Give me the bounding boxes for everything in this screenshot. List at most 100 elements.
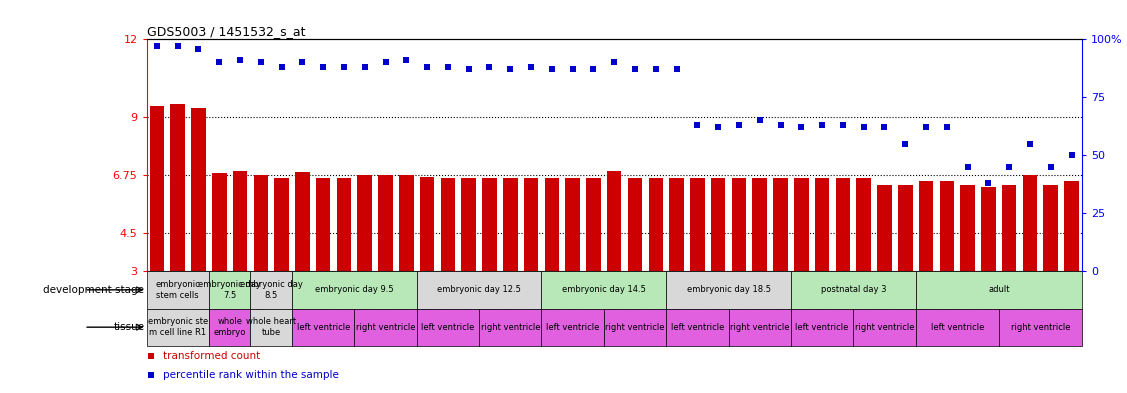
Point (293, 59, 311, 66)
Bar (441, 178, 455, 271)
Bar (960, 185, 975, 271)
Text: embryonic day 12.5: embryonic day 12.5 (437, 285, 521, 294)
Bar (791, 309, 853, 346)
Bar (208, 271, 250, 309)
Text: left ventricle: left ventricle (671, 323, 724, 332)
Point (564, 66, 582, 73)
Point (813, 122, 831, 128)
Point (142, 353, 160, 359)
Point (314, 64, 332, 70)
Bar (1002, 185, 1017, 271)
Bar (461, 178, 476, 271)
Bar (379, 174, 393, 271)
Bar (795, 178, 808, 271)
Text: postnatal day 3: postnatal day 3 (820, 285, 886, 294)
Text: percentile rank within the sample: percentile rank within the sample (163, 370, 339, 380)
Bar (544, 178, 559, 271)
Point (585, 66, 603, 73)
Bar (607, 171, 621, 271)
Point (730, 122, 748, 128)
Point (938, 124, 956, 130)
Bar (292, 309, 354, 346)
Bar (503, 178, 517, 271)
Bar (666, 309, 728, 346)
Bar (690, 178, 704, 271)
Point (834, 122, 852, 128)
Text: left ventricle: left ventricle (421, 323, 474, 332)
Bar (254, 174, 268, 271)
Bar (753, 178, 767, 271)
Point (438, 64, 456, 70)
Bar (541, 271, 666, 309)
Bar (731, 178, 746, 271)
Bar (233, 171, 247, 271)
Bar (482, 178, 497, 271)
Point (480, 64, 498, 70)
Bar (773, 178, 788, 271)
Bar (628, 178, 642, 271)
Bar (940, 181, 955, 271)
Point (876, 124, 894, 130)
Text: embryonic day
7.5: embryonic day 7.5 (198, 280, 261, 299)
Point (335, 64, 353, 70)
Point (189, 46, 207, 52)
Bar (1022, 174, 1037, 271)
Bar (919, 181, 933, 271)
Bar (835, 178, 850, 271)
Text: tissue: tissue (114, 322, 144, 332)
Text: right ventricle: right ventricle (730, 323, 790, 332)
Bar (147, 309, 208, 346)
Text: embryonic day 18.5: embryonic day 18.5 (686, 285, 771, 294)
Text: left ventricle: left ventricle (931, 323, 984, 332)
Bar (857, 178, 871, 271)
Point (792, 124, 810, 130)
Bar (669, 178, 684, 271)
Bar (170, 104, 185, 271)
Point (917, 124, 935, 130)
Bar (1044, 185, 1058, 271)
Text: left ventricle: left ventricle (296, 323, 349, 332)
Point (1000, 163, 1018, 170)
Bar (666, 271, 791, 309)
Point (667, 66, 685, 73)
Point (625, 66, 644, 73)
Bar (877, 185, 891, 271)
Bar (815, 178, 829, 271)
Bar (399, 174, 414, 271)
Point (896, 140, 914, 147)
Text: whole heart
tube: whole heart tube (246, 318, 296, 337)
Text: right ventricle: right ventricle (854, 323, 914, 332)
Point (959, 163, 977, 170)
Point (273, 64, 291, 70)
Bar (417, 309, 479, 346)
Bar (853, 309, 915, 346)
Text: embryonic day 9.5: embryonic day 9.5 (316, 285, 393, 294)
Bar (541, 309, 604, 346)
Text: embryonic
stem cells: embryonic stem cells (156, 280, 201, 299)
Point (398, 57, 416, 63)
Text: embryonic day
8.5: embryonic day 8.5 (240, 280, 303, 299)
Bar (292, 271, 417, 309)
Point (356, 64, 374, 70)
Bar (147, 271, 208, 309)
Bar (711, 178, 726, 271)
Point (1063, 152, 1081, 158)
Bar (1064, 181, 1079, 271)
Bar (420, 177, 434, 271)
Point (709, 124, 727, 130)
Bar (274, 178, 289, 271)
Text: left ventricle: left ventricle (796, 323, 849, 332)
Point (231, 57, 249, 63)
Text: development stage: development stage (44, 285, 144, 295)
Bar (728, 309, 791, 346)
Point (605, 59, 623, 66)
Bar (999, 309, 1082, 346)
Text: whole
embryo: whole embryo (213, 318, 246, 337)
Point (647, 66, 665, 73)
Text: adult: adult (988, 285, 1010, 294)
Text: right ventricle: right ventricle (356, 323, 416, 332)
Bar (566, 178, 580, 271)
Point (772, 122, 790, 128)
Point (418, 64, 436, 70)
Point (502, 66, 520, 73)
